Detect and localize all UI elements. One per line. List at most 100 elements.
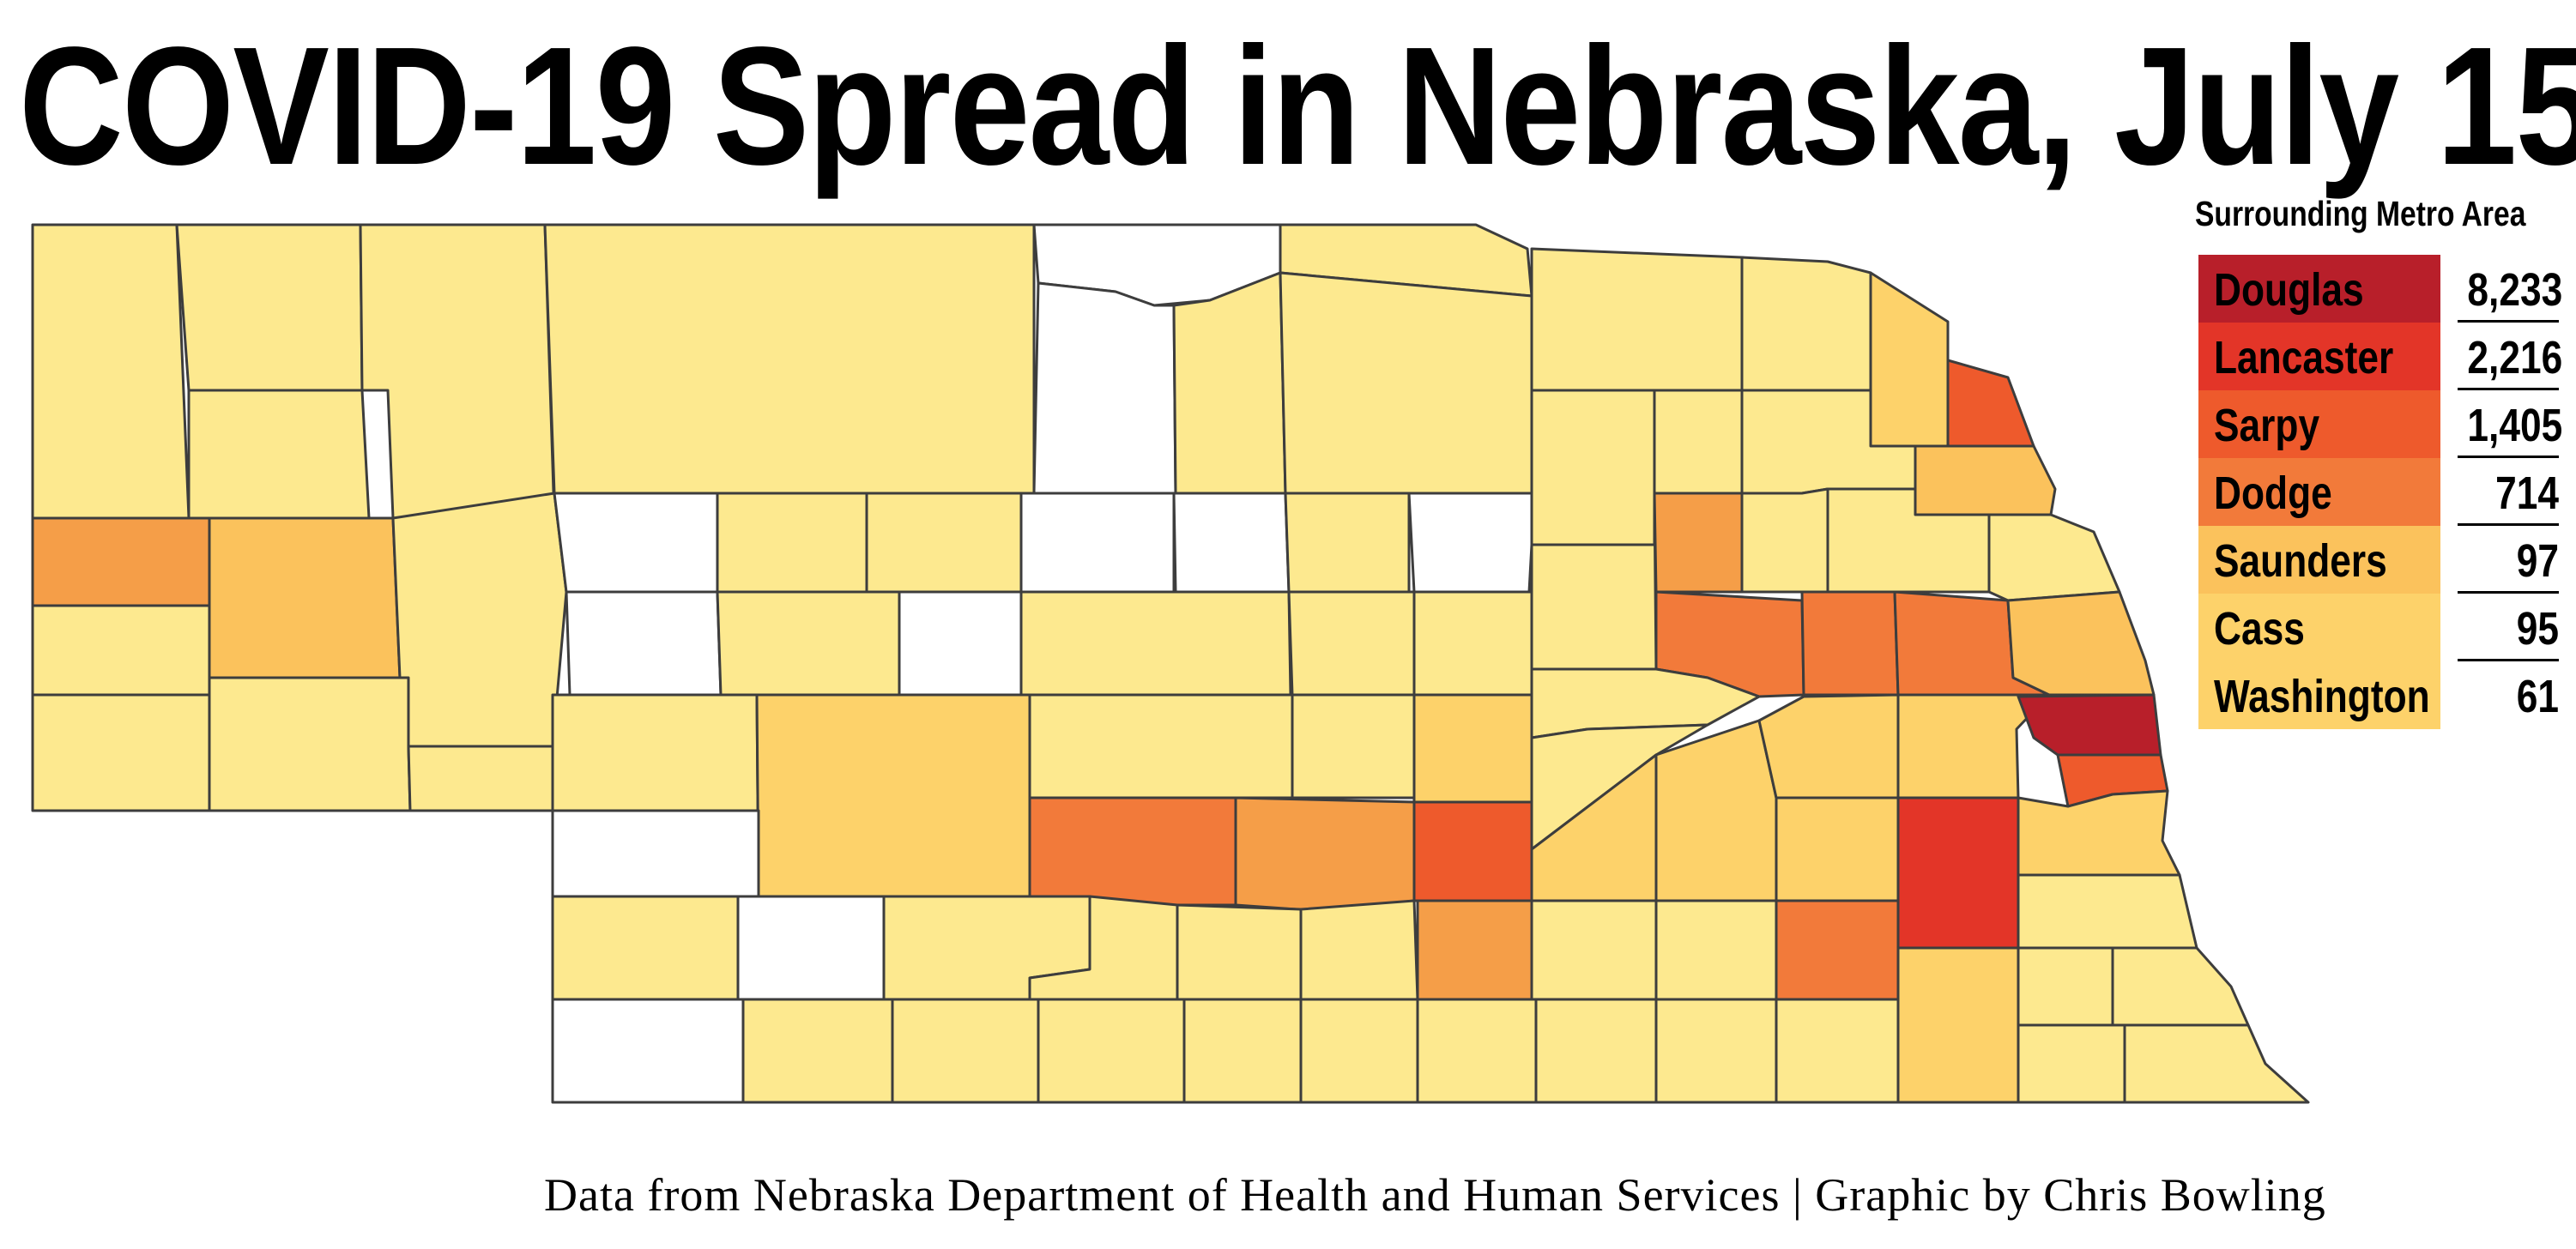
county xyxy=(1775,899,1900,1001)
metro-area-legend: Douglas 8,233 Lancaster 2,216 Sarpy 1,40… xyxy=(2198,255,2563,729)
county xyxy=(1019,492,1176,594)
county xyxy=(1412,693,1533,804)
legend-row: Sarpy 1,405 xyxy=(2198,390,2563,458)
county xyxy=(736,895,886,1001)
county xyxy=(565,590,723,697)
county xyxy=(1172,492,1291,594)
legend-case-count: 714 xyxy=(2495,468,2559,519)
county xyxy=(1653,492,1744,594)
legend-row: Cass 95 xyxy=(2198,594,2559,661)
legend-swatch xyxy=(2198,661,2440,729)
legend-county-name: Lancaster xyxy=(2214,332,2394,383)
legend-county-name: Saunders xyxy=(2214,535,2387,587)
county xyxy=(1234,796,1416,913)
county xyxy=(359,223,556,520)
county xyxy=(716,492,868,594)
legend-case-count: 97 xyxy=(2516,535,2559,587)
county xyxy=(1896,693,2051,799)
county xyxy=(175,223,364,392)
legend-county-name: Cass xyxy=(2214,603,2305,655)
legend-county-name: Douglas xyxy=(2214,264,2364,316)
county xyxy=(208,516,402,679)
legend-row: Washington 61 xyxy=(2198,661,2559,729)
county xyxy=(1028,796,1237,907)
county xyxy=(391,492,568,748)
county xyxy=(1530,247,1744,392)
county xyxy=(1176,903,1303,1001)
legend-divider xyxy=(2458,659,2559,661)
county xyxy=(716,590,901,697)
county xyxy=(31,693,211,812)
county xyxy=(1530,899,1658,1001)
legend-heading: Surrounding Metro Area xyxy=(2195,194,2526,233)
county xyxy=(1028,693,1294,799)
county xyxy=(1654,998,1778,1104)
county xyxy=(1946,359,2035,448)
legend-swatch xyxy=(2198,255,2440,323)
legend-row: Douglas 8,233 xyxy=(2198,255,2563,323)
county xyxy=(865,492,1023,594)
legend-swatch xyxy=(2198,323,2440,390)
county xyxy=(898,590,1023,697)
county xyxy=(2017,1023,2126,1104)
county xyxy=(2111,946,2250,1027)
county xyxy=(1534,998,1658,1104)
source-credit: Data from Nebraska Department of Health … xyxy=(544,1169,2326,1221)
county xyxy=(1800,590,1900,697)
county xyxy=(1775,796,1900,902)
county xyxy=(1172,271,1287,495)
county xyxy=(1416,998,1538,1104)
county xyxy=(1896,946,2020,1104)
county xyxy=(187,389,371,520)
county xyxy=(1182,998,1303,1104)
county xyxy=(551,998,745,1104)
legend-divider xyxy=(2458,523,2559,526)
county xyxy=(407,745,554,812)
legend-case-count: 61 xyxy=(2516,671,2559,722)
county xyxy=(31,516,211,607)
legend-case-count: 8,233 xyxy=(2467,264,2563,316)
legend-row: Saunders 97 xyxy=(2198,526,2559,594)
legend-county-name: Washington xyxy=(2214,671,2430,722)
county xyxy=(1412,590,1533,697)
county xyxy=(755,693,1031,898)
legend-divider xyxy=(2458,320,2559,323)
county xyxy=(2006,590,2156,697)
legend-county-name: Dodge xyxy=(2214,468,2332,519)
county xyxy=(741,998,894,1104)
county xyxy=(1299,899,1419,1001)
county xyxy=(31,223,190,520)
legend-swatch xyxy=(2198,458,2440,526)
county xyxy=(2017,946,2114,1027)
county xyxy=(551,895,740,1001)
legend-county-name: Sarpy xyxy=(2214,400,2320,451)
county xyxy=(1740,487,1829,594)
county xyxy=(543,223,1036,495)
county xyxy=(551,809,760,898)
county xyxy=(1987,513,2121,602)
county xyxy=(2017,873,2198,950)
county xyxy=(1653,389,1744,495)
county xyxy=(2017,693,2162,757)
county xyxy=(1654,899,1778,1001)
county xyxy=(1037,998,1186,1104)
nebraska-county-map xyxy=(31,223,2310,1104)
legend-case-count: 2,216 xyxy=(2467,332,2563,383)
legend-case-count: 95 xyxy=(2516,603,2559,655)
legend-swatch xyxy=(2198,594,2440,661)
county xyxy=(31,604,211,697)
legend-swatch xyxy=(2198,526,2440,594)
legend-divider xyxy=(2458,591,2559,594)
county xyxy=(891,998,1040,1104)
county xyxy=(1284,492,1411,594)
county xyxy=(1279,271,1533,495)
county xyxy=(1407,492,1533,594)
county xyxy=(1775,998,1900,1104)
legend-case-count: 1,405 xyxy=(2467,400,2563,451)
county xyxy=(2123,1023,2310,1104)
county xyxy=(1914,444,2057,516)
legend-swatch xyxy=(2198,390,2440,458)
county xyxy=(1287,590,1416,697)
legend-divider xyxy=(2458,456,2559,458)
map-title: COVID-19 Spread in Nebraska, July 15 xyxy=(19,12,2576,200)
